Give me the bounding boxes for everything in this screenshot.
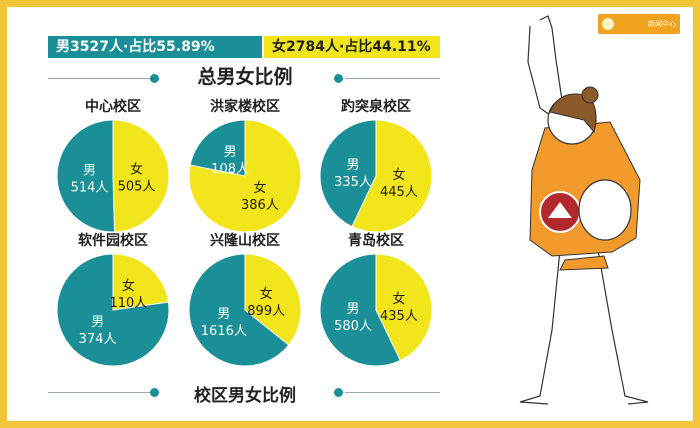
title-divider-left [48,78,153,79]
pie-slice-female-4 [112,253,169,311]
female-label-4: 女 [122,278,135,294]
title-dot-left [150,74,159,83]
campus-name-1: 中心校区 [85,98,141,115]
female-total-badge: 女2784人·占比44.11% [264,36,440,58]
pie-slice-female-3 [351,119,433,233]
female-label-2: 女 [253,180,266,196]
male-count-4: 374人 [79,332,117,347]
male-label-4: 男 [91,315,104,330]
campus-name-2: 洪家楼校区 [210,98,280,115]
campus-name-5: 兴隆山校区 [210,232,280,249]
male-count-6: 580人 [334,319,372,334]
male-label-3: 男 [347,158,360,173]
male-count-1: 514人 [71,180,109,195]
campus-name-6: 青岛校区 [348,232,404,249]
male-label-2: 男 [224,145,237,160]
female-label-5: 女 [260,286,273,302]
male-count-2: 108人 [211,162,249,177]
female-count-1: 505人 [118,180,156,195]
news-center-logo: 新闻中心 [598,14,680,34]
female-count-2: 386人 [241,198,279,213]
title-dot-right [334,74,343,83]
female-label-3: 女 [392,167,405,183]
bottom-divider-left [48,392,153,393]
male-label-6: 男 [347,302,360,317]
female-label-6: 女 [392,291,405,307]
title-divider-right [345,78,440,79]
pie-slice-female-5 [244,253,302,346]
male-label-5: 男 [217,307,230,322]
female-count-4: 110人 [109,296,147,311]
pie-slice-female-1 [112,119,170,233]
logo-text: 新闻中心 [648,20,676,28]
male-count-3: 335人 [334,175,372,190]
campus-name-3: 趵突泉校区 [341,98,411,115]
female-count-3: 445人 [380,185,418,200]
bottom-dot-right [334,388,343,397]
campus-ratio-title: 校区男女比例 [194,386,296,406]
female-count-6: 435人 [380,309,418,324]
male-total-badge: 男3527人·占比55.89% [48,36,262,58]
overall-ratio-title: 总男女比例 [197,66,293,88]
bottom-dot-left [150,388,159,397]
bottom-divider-right [345,392,440,393]
male-count-5: 1616人 [201,324,247,339]
pie-slice-female-6 [375,253,433,362]
male-label-1: 男 [83,163,96,178]
pie-slice-female-2 [188,119,302,233]
campus-name-4: 软件园校区 [78,232,148,249]
sun-logo-icon [602,18,614,30]
female-label-1: 女 [130,162,143,178]
female-count-5: 899人 [247,304,285,319]
